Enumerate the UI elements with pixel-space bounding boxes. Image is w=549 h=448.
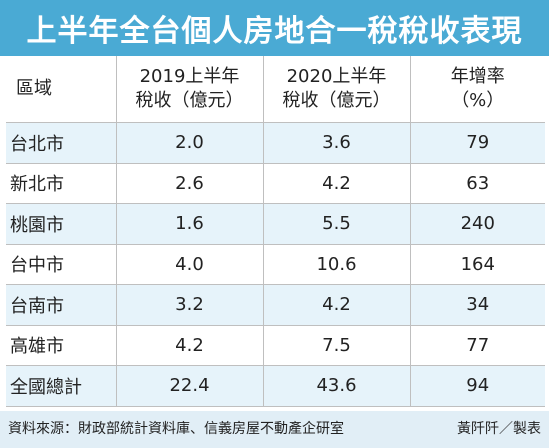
column-header-2019: 2019上半年 稅收（億元） — [116, 56, 264, 123]
cell-growth: 63 — [410, 163, 545, 204]
cell-region: 桃園市 — [6, 203, 117, 245]
header-line: 2020上半年 — [286, 66, 387, 87]
cell-2019: 3.2 — [116, 284, 264, 326]
header-line: 區域 — [16, 78, 52, 99]
header-line: 年增率 — [450, 66, 505, 87]
table-row: 高雄市 4.2 7.5 77 — [6, 325, 545, 366]
cell-growth: 79 — [410, 122, 545, 164]
cell-growth: 34 — [410, 284, 545, 326]
header-line: 稅收（億元） — [282, 90, 391, 111]
page-title: 上半年全台個人房地合一稅稅收表現 — [26, 14, 523, 49]
cell-region: 台北市 — [6, 122, 117, 164]
cell-2020: 4.2 — [263, 163, 411, 204]
cell-region: 全國總計 — [6, 365, 117, 407]
header-line: （%） — [451, 90, 505, 111]
table-row: 新北市 2.6 4.2 63 — [6, 163, 545, 204]
credit-note: 黃阡阡／製表 — [457, 421, 541, 437]
cell-2019: 4.2 — [116, 325, 264, 366]
cell-2019: 2.0 — [116, 122, 264, 164]
table-row: 台南市 3.2 4.2 34 — [6, 284, 545, 326]
cell-2019: 2.6 — [116, 163, 264, 204]
table-row: 桃園市 1.6 5.5 240 — [6, 203, 545, 245]
cell-growth: 94 — [410, 365, 545, 407]
cell-2020: 43.6 — [263, 365, 411, 407]
cell-2019: 4.0 — [116, 244, 264, 285]
cell-growth: 164 — [410, 244, 545, 285]
cell-region: 台中市 — [6, 244, 117, 285]
table-row-total: 全國總計 22.4 43.6 94 — [6, 365, 545, 407]
cell-2020: 7.5 — [263, 325, 411, 366]
cell-region: 高雄市 — [6, 325, 117, 366]
title-bar: 上半年全台個人房地合一稅稅收表現 — [0, 0, 549, 56]
footer: 資料來源：財政部統計資料庫、信義房屋不動產企研室 黃阡阡／製表 — [0, 411, 549, 448]
cell-region: 新北市 — [6, 163, 117, 204]
header-line: 2019上半年 — [139, 66, 240, 87]
tax-revenue-table: 區域 2019上半年 稅收（億元） 2020上半年 稅收（億元） 年增率 （%）… — [6, 56, 545, 407]
column-header-2020: 2020上半年 稅收（億元） — [263, 56, 411, 123]
cell-2020: 10.6 — [263, 244, 411, 285]
cell-2020: 5.5 — [263, 203, 411, 245]
table-row: 台中市 4.0 10.6 164 — [6, 244, 545, 285]
table-header-row: 區域 2019上半年 稅收（億元） 2020上半年 稅收（億元） 年增率 （%） — [6, 56, 545, 123]
cell-growth: 240 — [410, 203, 545, 245]
column-header-region: 區域 — [6, 56, 117, 123]
cell-2020: 3.6 — [263, 122, 411, 164]
column-header-growth: 年增率 （%） — [410, 56, 545, 123]
table-row: 台北市 2.0 3.6 79 — [6, 122, 545, 164]
cell-growth: 77 — [410, 325, 545, 366]
cell-2019: 1.6 — [116, 203, 264, 245]
cell-2019: 22.4 — [116, 365, 264, 407]
header-line: 稅收（億元） — [135, 90, 244, 111]
source-note: 資料來源：財政部統計資料庫、信義房屋不動產企研室 — [8, 421, 344, 437]
cell-region: 台南市 — [6, 284, 117, 326]
cell-2020: 4.2 — [263, 284, 411, 326]
